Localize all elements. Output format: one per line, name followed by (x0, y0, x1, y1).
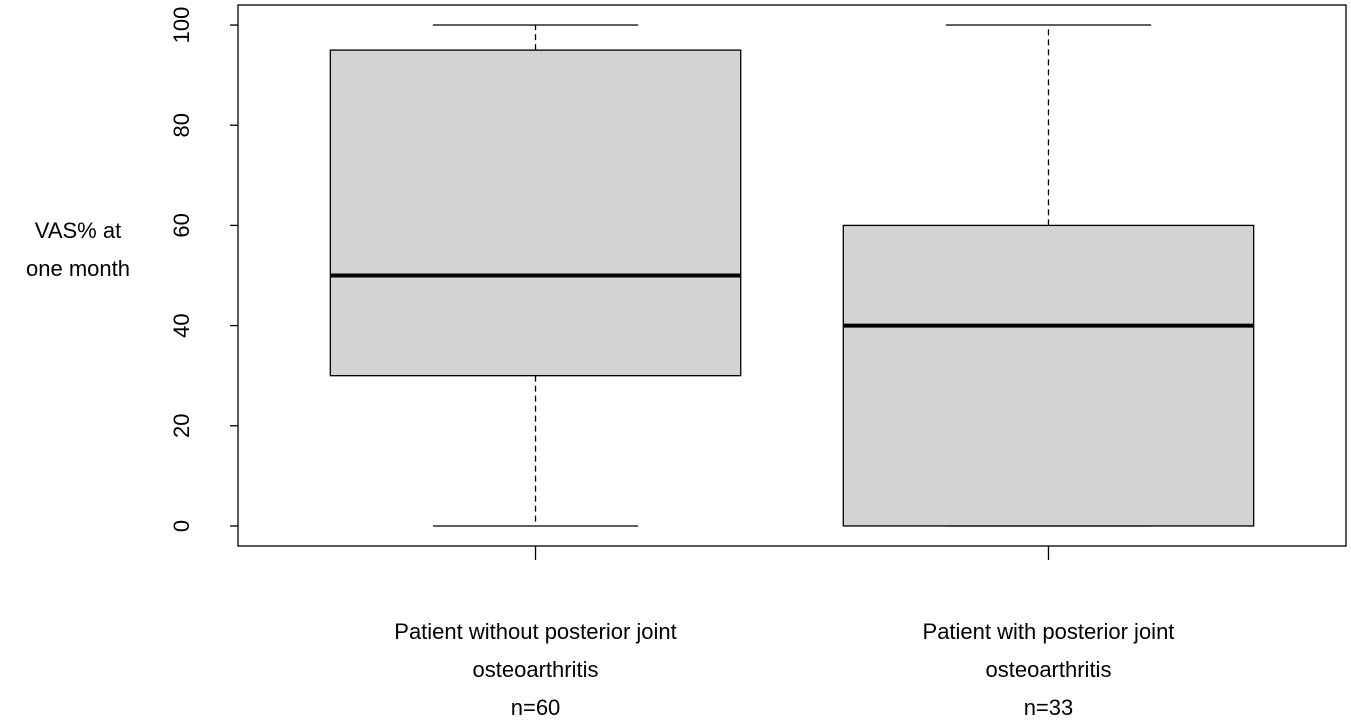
y-axis-label: one month (26, 256, 130, 281)
x-tick-label: osteoarthritis (986, 657, 1112, 682)
box (842, 224, 1255, 527)
y-tick-label: 20 (169, 414, 194, 438)
x-tick-label: Patient without posterior joint (394, 619, 677, 644)
box (329, 49, 742, 377)
x-tick-label: Patient with posterior joint (923, 619, 1175, 644)
x-tick-label: n=33 (1024, 695, 1074, 720)
x-tick-label: n=60 (511, 695, 561, 720)
y-tick-label: 80 (169, 113, 194, 137)
y-tick-label: 40 (169, 313, 194, 337)
plot-frame (237, 4, 1347, 547)
y-tick-label: 100 (169, 7, 194, 44)
x-tick-label: osteoarthritis (473, 657, 599, 682)
y-tick-label: 0 (169, 520, 194, 532)
y-tick-label: 60 (169, 213, 194, 237)
y-axis-label: VAS% at (35, 218, 121, 243)
